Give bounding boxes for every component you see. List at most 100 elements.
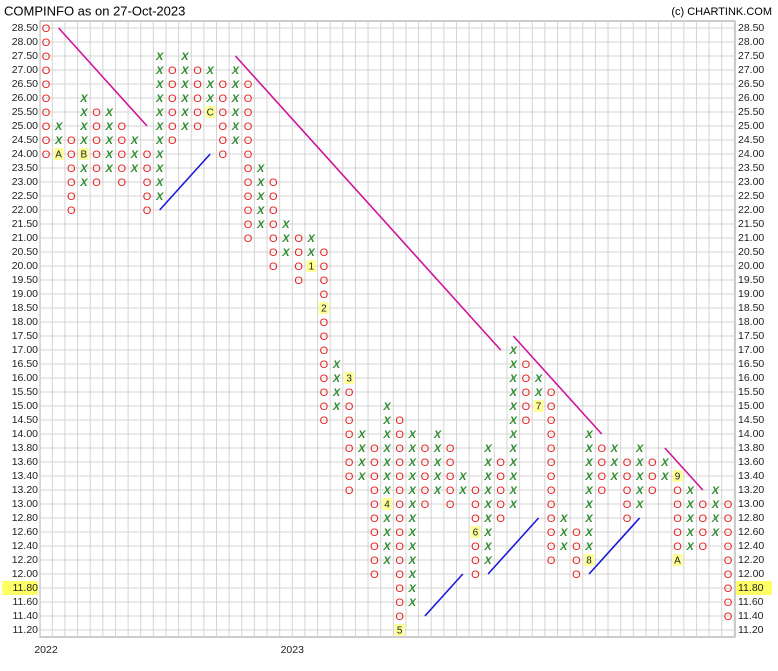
o-symbol: O [42,121,51,133]
o-symbol: O [168,135,177,147]
y-tick-label: 28.50 [12,22,38,34]
x-symbol: X [79,177,88,189]
o-symbol: O [42,65,51,77]
o-symbol: O [269,219,278,231]
x-symbol: X [79,135,88,147]
o-symbol: O [244,135,253,147]
x-symbol: X [685,499,694,511]
y-tick-label: 23.00 [12,176,38,188]
y-tick-label-right: 27.00 [738,64,764,76]
x-symbol: X [509,485,518,497]
o-symbol: O [623,485,632,497]
x-symbol: X [256,219,265,231]
x-symbol: X [408,471,417,483]
o-symbol: O [547,555,556,567]
y-tick-label: 22.50 [12,190,38,202]
o-symbol: O [421,457,430,469]
y-tick-label: 14.50 [12,414,38,426]
x-label: 2023 [281,644,305,656]
o-symbol: O [597,471,606,483]
x-symbol: X [104,121,113,133]
o-symbol: O [446,471,455,483]
o-symbol: O [143,177,152,189]
y-tick-label: 11.60 [13,596,39,608]
o-symbol: O [547,401,556,413]
y-tick-label: 13.00 [12,498,38,510]
o-symbol: O [345,457,354,469]
y-tick-label-right: 18.00 [738,316,764,328]
o-symbol: O [67,177,76,189]
o-symbol: O [320,289,329,301]
o-symbol: O [320,275,329,287]
o-symbol: O [522,415,531,427]
o-symbol: O [269,233,278,245]
o-symbol: O [219,135,228,147]
o-symbol: O [117,149,126,161]
o-symbol: O [395,611,404,623]
x-symbol: X [584,429,593,441]
x-symbol: X [408,541,417,553]
month-marker-box [584,554,595,566]
y-tick-label-right: 12.00 [738,568,764,580]
o-symbol: O [597,457,606,469]
o-symbol: O [724,555,733,567]
o-symbol: O [168,79,177,91]
month-marker: 5 [397,626,403,637]
x-symbol: X [180,51,189,63]
month-marker: C [207,108,214,119]
x-symbol: X [534,373,543,385]
x-symbol: X [660,457,669,469]
month-marker: B [81,150,88,161]
x-symbol: X [307,233,316,245]
month-marker: 3 [346,374,352,385]
o-symbol: O [168,107,177,119]
y-tick-label: 16.50 [12,358,38,370]
o-symbol: O [471,569,480,581]
x-symbol: X [155,149,164,161]
o-symbol: O [42,51,51,63]
y-tick-label-right: 14.50 [738,414,764,426]
o-symbol: O [42,107,51,119]
y-tick-label: 16.00 [12,372,38,384]
x-symbol: X [408,583,417,595]
o-symbol: O [320,331,329,343]
o-symbol: O [421,485,430,497]
o-symbol: O [572,527,581,539]
y-tick-label-right: 12.60 [738,526,764,538]
month-marker-box [78,148,89,160]
x-symbol: X [408,443,417,455]
x-symbol: X [433,429,442,441]
y-tick-label: 13.80 [12,442,38,454]
y-tick-label-right: 19.00 [738,288,764,300]
x-symbol: X [635,499,644,511]
x-symbol: X [332,387,341,399]
o-symbol: O [395,415,404,427]
y-tick-label: 15.00 [12,400,38,412]
o-symbol: O [673,541,682,553]
o-symbol: O [496,499,505,511]
o-symbol: O [244,149,253,161]
o-symbol: O [168,121,177,133]
o-symbol: O [648,485,657,497]
o-symbol: O [446,443,455,455]
o-symbol: O [547,527,556,539]
y-tick-label-right: 13.00 [738,498,764,510]
o-symbol: O [522,373,531,385]
o-symbol: O [269,191,278,203]
o-symbol: O [168,93,177,105]
o-symbol: O [673,513,682,525]
o-symbol: O [67,163,76,175]
x-symbol: X [357,457,366,469]
y-tick-label: 12.20 [12,554,38,566]
o-symbol: O [547,513,556,525]
y-tick-label: 12.80 [12,512,38,524]
y-tick-label-right: 15.00 [738,400,764,412]
x-symbol: X [155,51,164,63]
month-marker: A [55,150,62,161]
x-symbol: X [130,149,139,161]
y-tick-label: 12.40 [12,540,38,552]
o-symbol: O [698,541,707,553]
x-symbol: X [483,471,492,483]
o-symbol: O [496,457,505,469]
